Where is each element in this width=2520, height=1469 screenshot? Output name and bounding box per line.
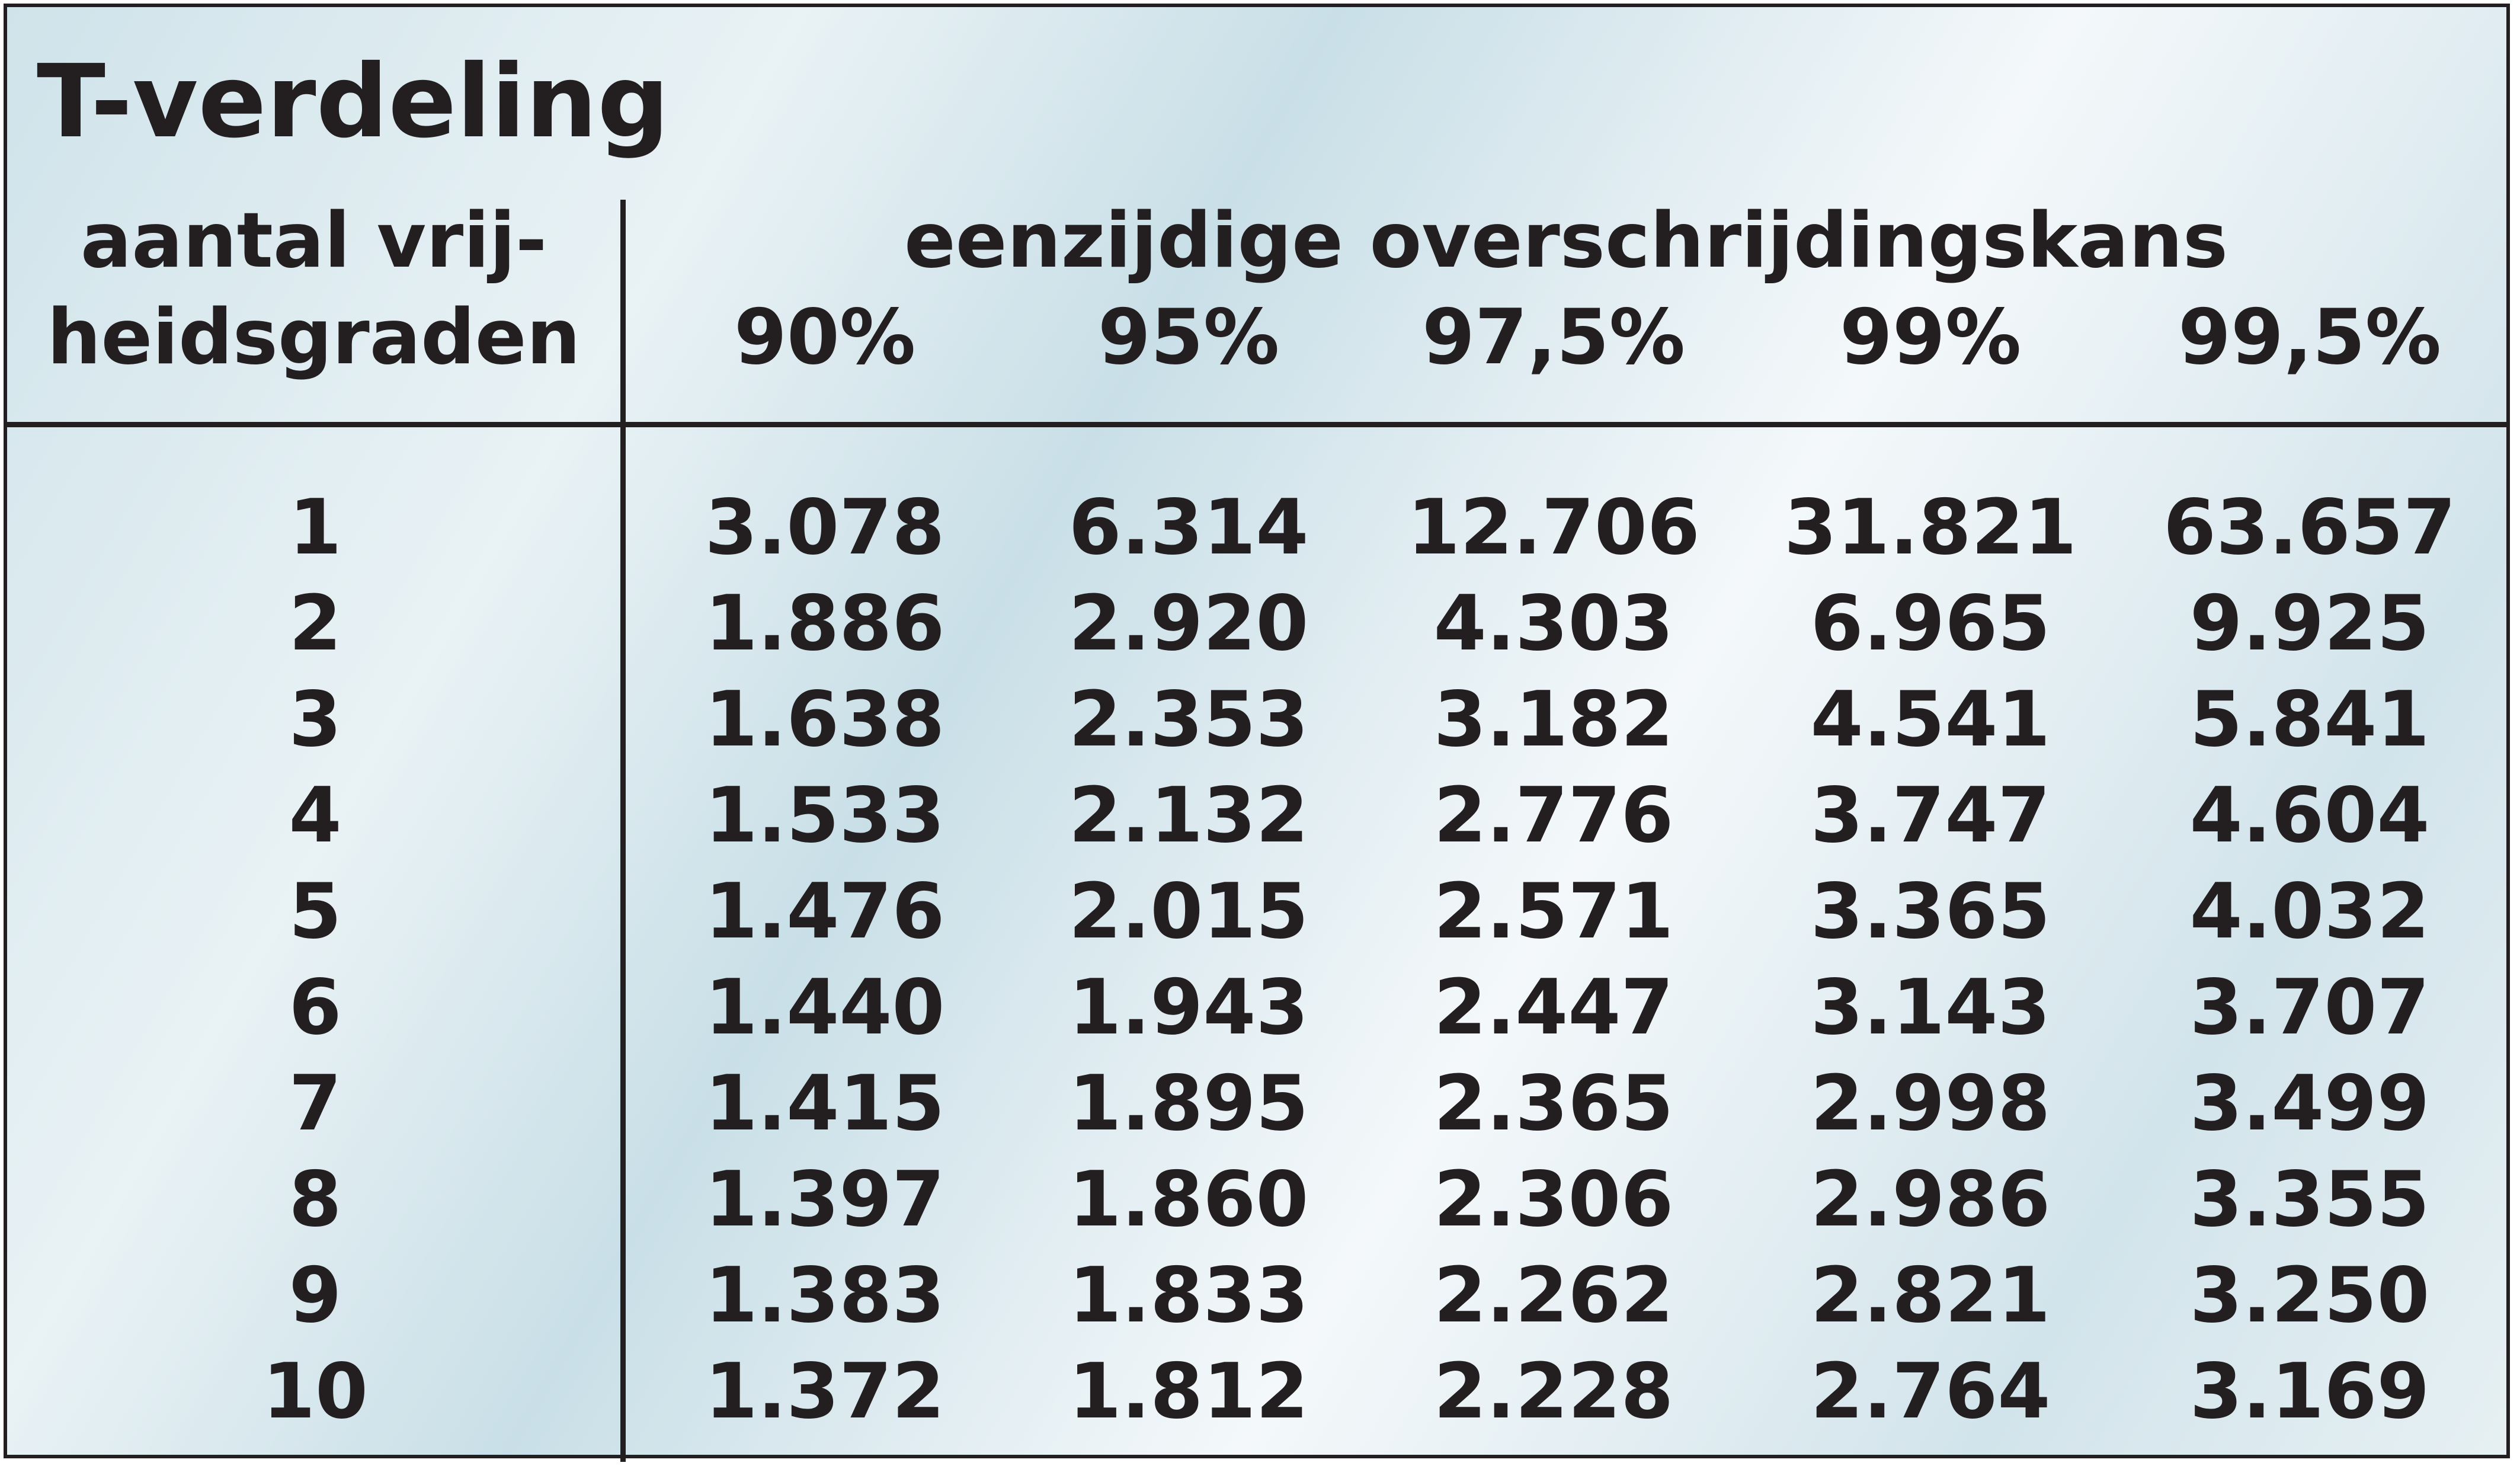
value-cell: 4.604: [2189, 772, 2430, 860]
value-cell: 3.182: [1433, 676, 1674, 764]
value-cell: 2.986: [1810, 1156, 2051, 1244]
header-divider: [7, 422, 2506, 427]
value-cell: 1.383: [705, 1252, 945, 1340]
value-cell: 2.764: [1810, 1348, 2051, 1436]
value-cell: 2.228: [1433, 1348, 1674, 1436]
value-cell: 1.833: [1068, 1252, 1309, 1340]
t-distribution-table: T-verdeling aantal vrij- heidsgraden een…: [4, 4, 2510, 1462]
value-cell: 1.860: [1068, 1156, 1309, 1244]
value-cell: 3.499: [2189, 1060, 2430, 1148]
percentage-header-97-5: 97,5%: [1421, 293, 1686, 382]
probability-group-header: eenzijdige overschrijdingskans: [904, 197, 2228, 285]
table-body: 1 3.078 6.314 12.706 31.821 63.657 2 1.8…: [7, 480, 2506, 1440]
value-cell: 1.440: [705, 964, 945, 1052]
value-cell: 1.886: [705, 580, 945, 668]
table-title: T-verdeling: [37, 43, 670, 161]
value-cell: 2.447: [1433, 964, 1674, 1052]
value-cell: 2.920: [1068, 580, 1309, 668]
value-cell: 1.895: [1068, 1060, 1309, 1148]
table-row: 8 1.397 1.860 2.306 2.986 3.355: [7, 1152, 2506, 1248]
value-cell: 1.943: [1068, 964, 1309, 1052]
value-cell: 2.776: [1433, 772, 1674, 860]
df-cell: 2: [289, 580, 342, 668]
percentage-header-99-5: 99,5%: [2178, 293, 2442, 382]
value-cell: 2.353: [1068, 676, 1309, 764]
table-row: 5 1.476 2.015 2.571 3.365 4.032: [7, 864, 2506, 960]
df-cell: 5: [289, 868, 342, 956]
value-cell: 2.821: [1810, 1252, 2051, 1340]
table-row: 4 1.533 2.132 2.776 3.747 4.604: [7, 768, 2506, 864]
value-cell: 2.262: [1433, 1252, 1674, 1340]
table-row: 2 1.886 2.920 4.303 6.965 9.925: [7, 576, 2506, 672]
table-row: 3 1.638 2.353 3.182 4.541 5.841: [7, 672, 2506, 768]
value-cell: 3.747: [1810, 772, 2051, 860]
value-cell: 4.032: [2189, 868, 2430, 956]
table-row: 7 1.415 1.895 2.365 2.998 3.499: [7, 1056, 2506, 1152]
value-cell: 12.706: [1407, 484, 1700, 572]
value-cell: 31.821: [1784, 484, 2077, 572]
table-row: 1 3.078 6.314 12.706 31.821 63.657: [7, 480, 2506, 576]
table-row: 6 1.440 1.943 2.447 3.143 3.707: [7, 960, 2506, 1056]
value-cell: 63.657: [2163, 484, 2456, 572]
df-cell: 3: [289, 676, 342, 764]
value-cell: 3.365: [1810, 868, 2051, 956]
value-cell: 3.143: [1810, 964, 2051, 1052]
value-cell: 6.965: [1810, 580, 2051, 668]
value-cell: 6.314: [1068, 484, 1309, 572]
value-cell: 1.533: [705, 772, 945, 860]
value-cell: 4.541: [1810, 676, 2051, 764]
value-cell: 2.132: [1068, 772, 1309, 860]
df-header-line2: heidsgraden: [47, 293, 581, 382]
value-cell: 3.355: [2189, 1156, 2430, 1244]
value-cell: 1.638: [705, 676, 945, 764]
value-cell: 4.303: [1433, 580, 1674, 668]
value-cell: 2.571: [1433, 868, 1674, 956]
value-cell: 1.476: [705, 868, 945, 956]
df-cell: 8: [289, 1156, 342, 1244]
df-cell: 7: [289, 1060, 342, 1148]
percentage-header-90: 90%: [734, 293, 916, 382]
value-cell: 1.415: [705, 1060, 945, 1148]
value-cell: 1.372: [705, 1348, 945, 1436]
value-cell: 3.707: [2189, 964, 2430, 1052]
value-cell: 3.078: [705, 484, 945, 572]
value-cell: 2.998: [1810, 1060, 2051, 1148]
df-cell: 4: [289, 772, 342, 860]
df-cell: 6: [289, 964, 342, 1052]
df-cell: 10: [262, 1348, 369, 1436]
df-cell: 1: [289, 484, 342, 572]
df-header-line1: aantal vrij-: [80, 197, 547, 285]
value-cell: 3.250: [2189, 1252, 2430, 1340]
value-cell: 1.397: [705, 1156, 945, 1244]
value-cell: 9.925: [2189, 580, 2430, 668]
table-row: 10 1.372 1.812 2.228 2.764 3.169: [7, 1344, 2506, 1440]
value-cell: 2.015: [1068, 868, 1309, 956]
column-divider: [620, 200, 626, 1462]
value-cell: 2.365: [1433, 1060, 1674, 1148]
df-cell: 9: [289, 1252, 342, 1340]
table-row: 9 1.383 1.833 2.262 2.821 3.250: [7, 1248, 2506, 1344]
value-cell: 5.841: [2189, 676, 2430, 764]
value-cell: 1.812: [1068, 1348, 1309, 1436]
percentage-header-99: 99%: [1839, 293, 2022, 382]
value-cell: 2.306: [1433, 1156, 1674, 1244]
value-cell: 3.169: [2189, 1348, 2430, 1436]
percentage-header-95: 95%: [1097, 293, 1280, 382]
